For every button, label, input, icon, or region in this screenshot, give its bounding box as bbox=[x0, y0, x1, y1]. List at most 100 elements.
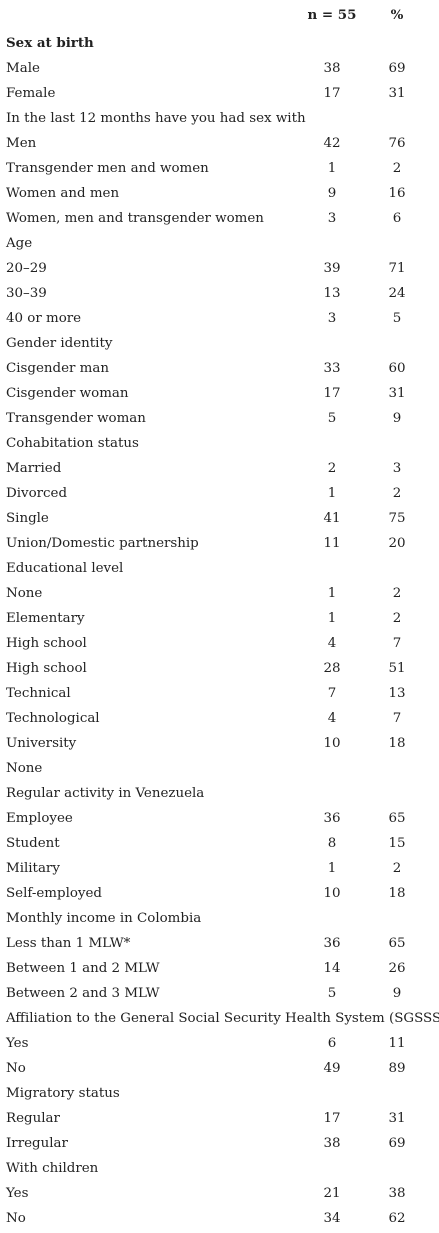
table-row: Self-employed 10 18 bbox=[6, 881, 422, 906]
section-row: Regular activity in Venezuela bbox=[6, 781, 422, 806]
row-label: None bbox=[6, 586, 43, 601]
table-row: Technical 7 13 bbox=[6, 681, 422, 706]
table-row: Women, men and transgender women 3 6 bbox=[6, 206, 422, 231]
row-label: Technological bbox=[6, 711, 100, 726]
section-row: In the last 12 months have you had sex w… bbox=[6, 106, 422, 131]
row-percent: 51 bbox=[388, 661, 406, 676]
row-percent: 2 bbox=[392, 161, 402, 176]
row-label: Men bbox=[6, 136, 37, 151]
row-percent: 89 bbox=[388, 1061, 406, 1076]
header-label bbox=[6, 0, 294, 31]
row-label: High school bbox=[6, 661, 87, 676]
row-count: 1 bbox=[327, 486, 337, 501]
table-row: Less than 1 MLW* 36 65 bbox=[6, 931, 422, 956]
row-percent: 60 bbox=[388, 361, 406, 376]
row-count: 11 bbox=[323, 536, 341, 551]
row-count: 49 bbox=[323, 1061, 341, 1076]
row-count: 10 bbox=[323, 736, 341, 751]
table-row: Elementary 1 2 bbox=[6, 606, 422, 631]
row-count: 14 bbox=[323, 961, 341, 976]
table-row: 40 or more 3 5 bbox=[6, 306, 422, 331]
row-label: Elementary bbox=[6, 611, 85, 626]
row-count: 17 bbox=[323, 386, 341, 401]
row-count: 13 bbox=[323, 286, 341, 301]
row-percent: 76 bbox=[388, 136, 406, 151]
row-percent: 7 bbox=[392, 636, 402, 651]
row-label: High school bbox=[6, 636, 87, 651]
row-label: Transgender woman bbox=[6, 411, 146, 426]
section-row: Migratory status bbox=[6, 1081, 422, 1106]
table-row: 20–29 39 71 bbox=[6, 256, 422, 281]
row-count: 38 bbox=[323, 1136, 341, 1151]
header-n: n = 55 bbox=[307, 7, 357, 23]
row-percent: 11 bbox=[388, 1036, 406, 1051]
table-row: Military 1 2 bbox=[6, 856, 422, 881]
demographics-table: n = 55 % Sex at birth Male 38 69 Female 17 31 I… bbox=[6, 0, 439, 1231]
section-row: Age bbox=[6, 231, 422, 256]
table-row: High school 4 7 bbox=[6, 631, 422, 656]
section-row: Affiliation to the General Social Securi… bbox=[6, 1006, 439, 1031]
table-row: Between 1 and 2 MLW 14 26 bbox=[6, 956, 422, 981]
row-percent: 20 bbox=[388, 536, 406, 551]
row-label: Transgender men and women bbox=[6, 161, 209, 176]
section-heading: Affiliation to the General Social Securi… bbox=[6, 1011, 439, 1026]
row-percent: 15 bbox=[388, 836, 406, 851]
row-label: 20–29 bbox=[6, 261, 47, 276]
table-row: Women and men 9 16 bbox=[6, 181, 422, 206]
row-count: 3 bbox=[327, 311, 337, 326]
row-count: 2 bbox=[327, 461, 337, 476]
section-row: Cohabitation status bbox=[6, 431, 422, 456]
row-label: Between 1 and 2 MLW bbox=[6, 961, 160, 976]
section-row: Gender identity bbox=[6, 331, 422, 356]
row-percent: 75 bbox=[388, 511, 406, 526]
section-heading: Age bbox=[6, 236, 33, 251]
section-row: With children bbox=[6, 1156, 422, 1181]
row-label: Regular bbox=[6, 1111, 60, 1126]
table-row: Yes 21 38 bbox=[6, 1181, 422, 1206]
table-body: Sex at birth Male 38 69 Female 17 31 In the las… bbox=[6, 31, 439, 1231]
section-row: None bbox=[6, 756, 422, 781]
row-count: 5 bbox=[327, 986, 337, 1001]
row-label: Self-employed bbox=[6, 886, 102, 901]
table-row: Single 41 75 bbox=[6, 506, 422, 531]
section-heading: Monthly income in Colombia bbox=[6, 911, 202, 926]
row-percent: 69 bbox=[388, 61, 406, 76]
table-row: Employee 36 65 bbox=[6, 806, 422, 831]
table-row: No 34 62 bbox=[6, 1206, 422, 1231]
row-label: Single bbox=[6, 511, 49, 526]
section-heading: With children bbox=[6, 1161, 99, 1176]
header-row: n = 55 % bbox=[6, 0, 422, 31]
row-label: Yes bbox=[6, 1036, 29, 1051]
table-row: Men 42 76 bbox=[6, 131, 422, 156]
row-percent: 18 bbox=[388, 736, 406, 751]
row-count: 39 bbox=[323, 261, 341, 276]
row-percent: 26 bbox=[388, 961, 406, 976]
row-label: Irregular bbox=[6, 1136, 68, 1151]
row-count: 6 bbox=[327, 1036, 337, 1051]
row-count: 41 bbox=[323, 511, 341, 526]
table-row: Between 2 and 3 MLW 5 9 bbox=[6, 981, 422, 1006]
table-row: Female 17 31 bbox=[6, 81, 422, 106]
row-count: 4 bbox=[327, 711, 337, 726]
table-row: Transgender woman 5 9 bbox=[6, 406, 422, 431]
row-percent: 9 bbox=[392, 411, 402, 426]
row-percent: 9 bbox=[392, 986, 402, 1001]
row-label: Cisgender woman bbox=[6, 386, 129, 401]
row-count: 1 bbox=[327, 161, 337, 176]
row-percent: 62 bbox=[388, 1211, 406, 1226]
table-row: Technological 4 7 bbox=[6, 706, 422, 731]
row-percent: 2 bbox=[392, 486, 402, 501]
row-label: Women and men bbox=[6, 186, 120, 201]
table-row: 30–39 13 24 bbox=[6, 281, 422, 306]
row-label: No bbox=[6, 1211, 26, 1226]
row-percent: 18 bbox=[388, 886, 406, 901]
row-label: Divorced bbox=[6, 486, 68, 501]
table-row: Male 38 69 bbox=[6, 56, 422, 81]
section-heading: Educational level bbox=[6, 561, 124, 576]
row-label: 30–39 bbox=[6, 286, 47, 301]
section-row: Educational level bbox=[6, 556, 422, 581]
row-percent: 24 bbox=[388, 286, 406, 301]
row-percent: 65 bbox=[388, 811, 406, 826]
row-label: Male bbox=[6, 61, 40, 76]
table-row: Regular 17 31 bbox=[6, 1106, 422, 1131]
